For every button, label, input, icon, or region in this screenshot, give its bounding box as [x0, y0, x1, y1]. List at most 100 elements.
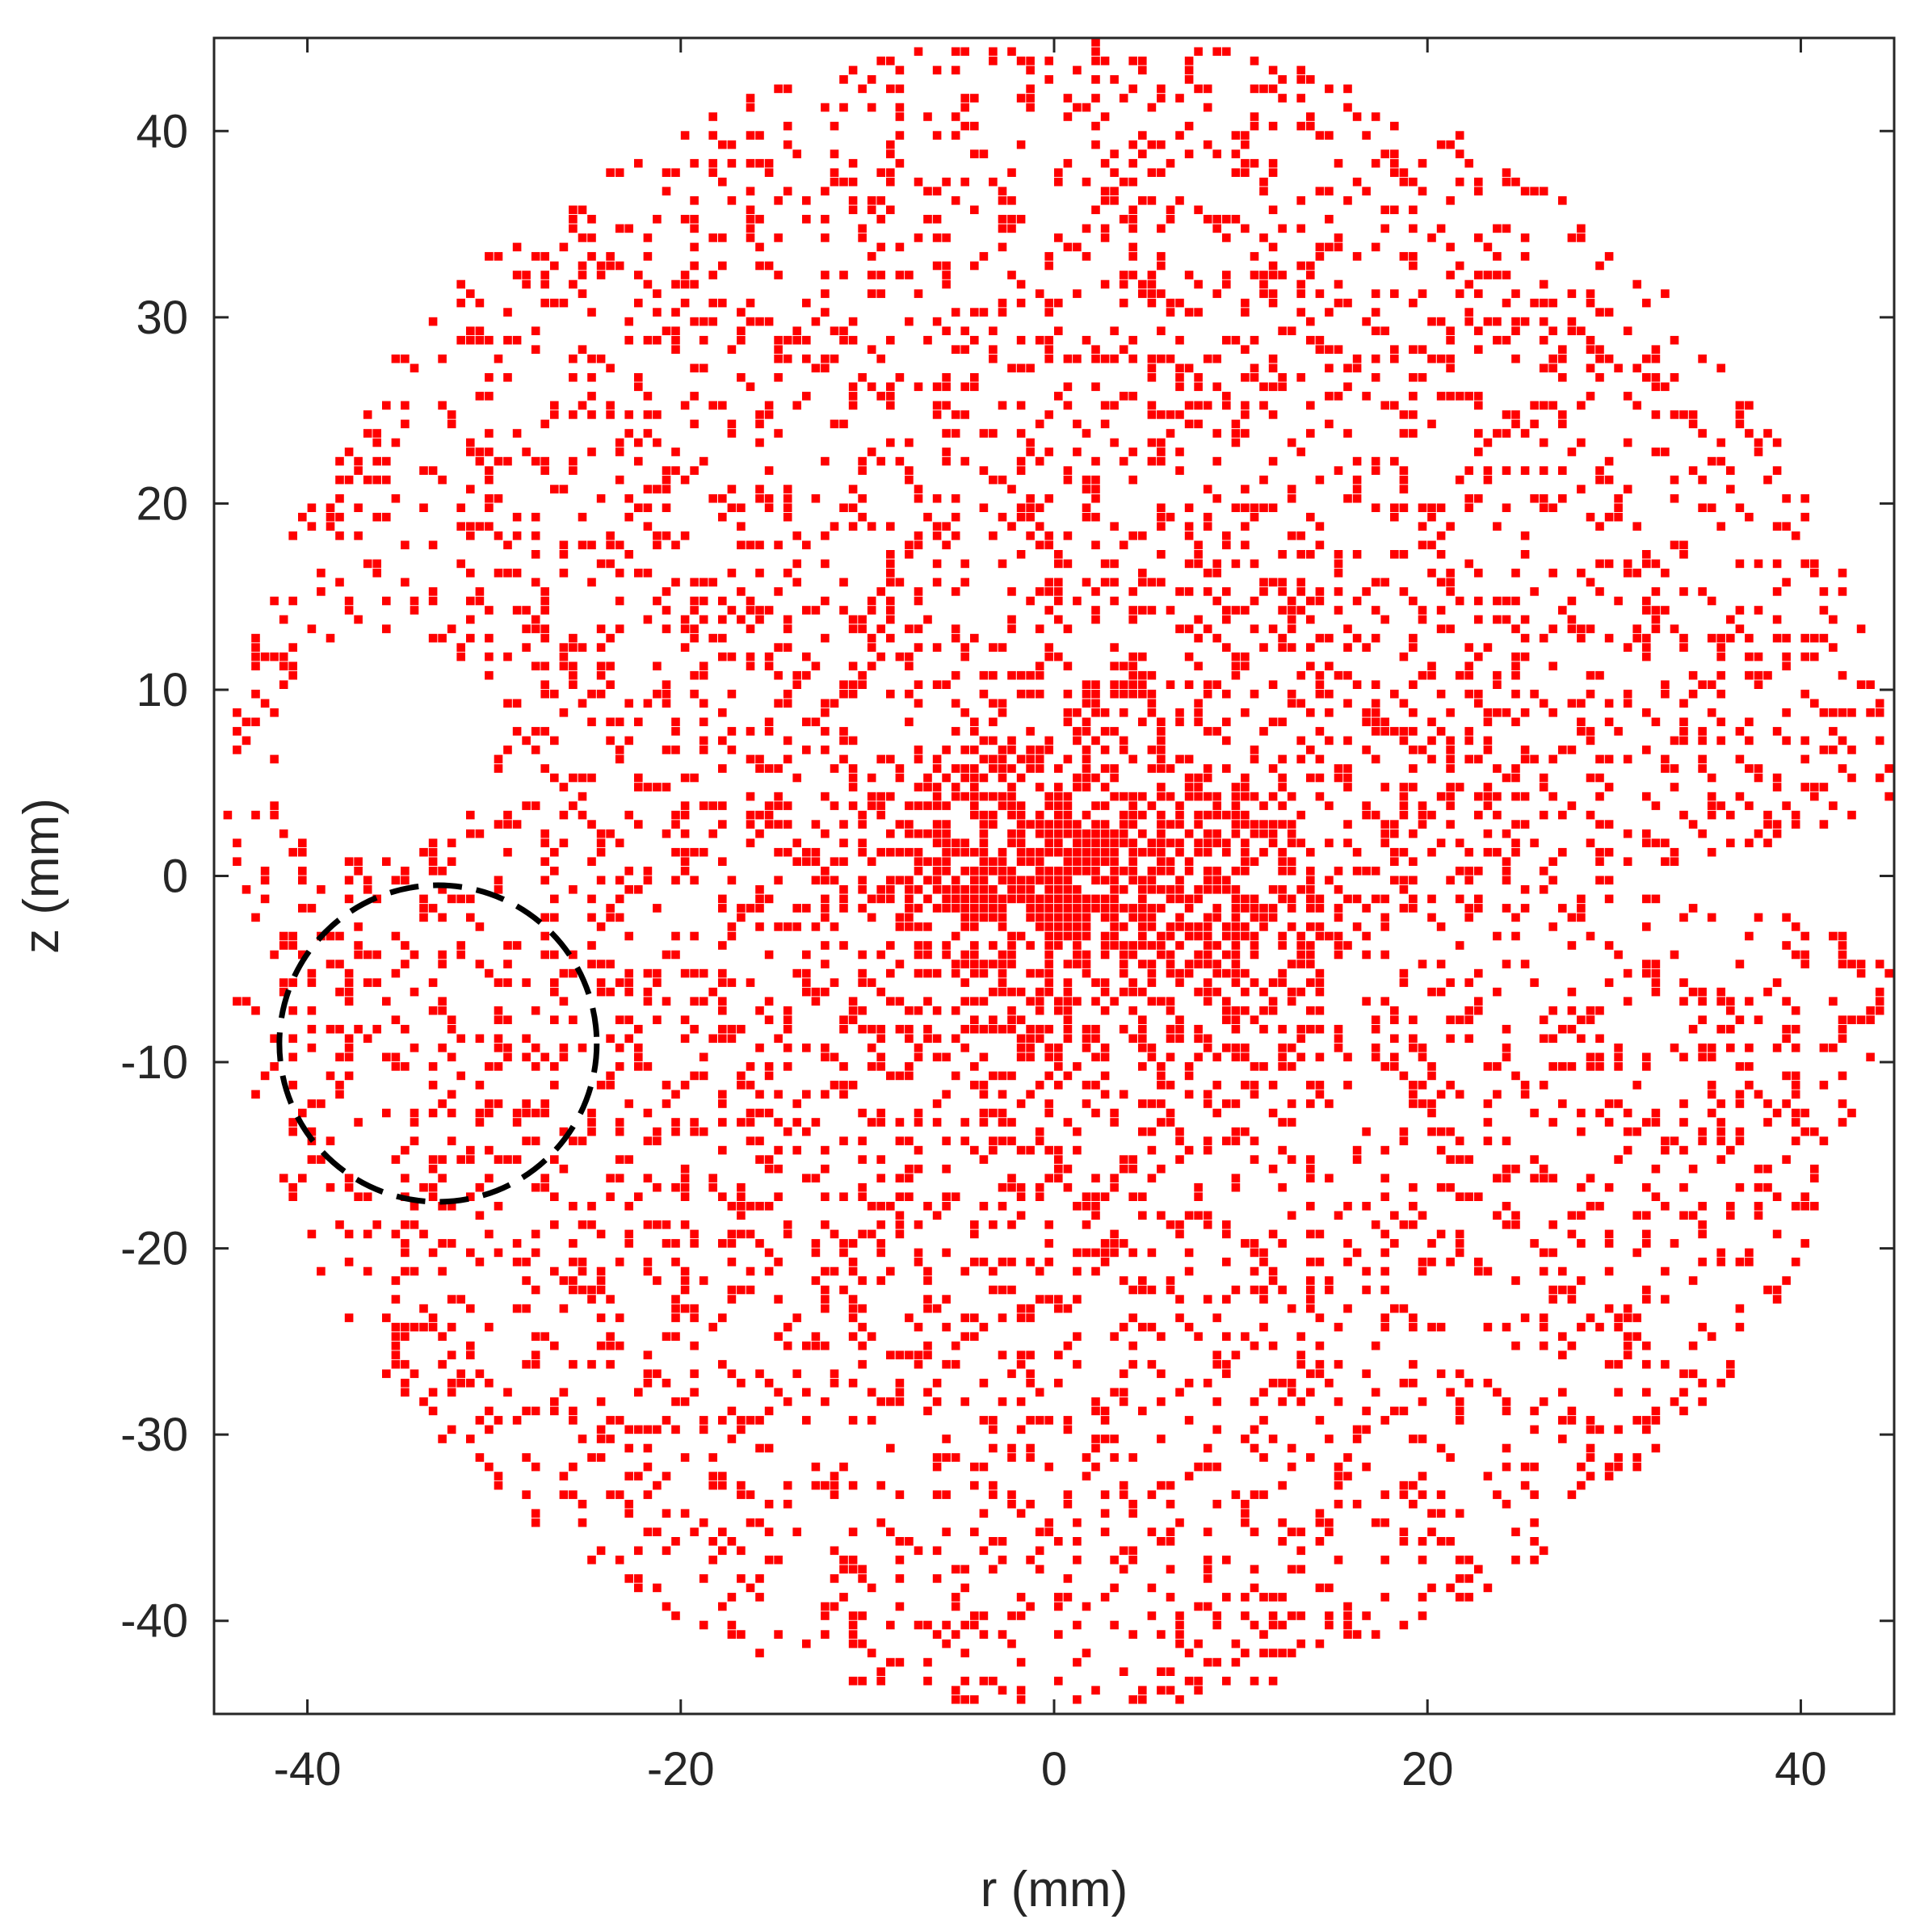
data-point: [1054, 1630, 1063, 1639]
data-point: [606, 252, 615, 261]
data-point: [1399, 429, 1409, 438]
data-point: [1352, 596, 1362, 606]
data-point: [428, 857, 438, 866]
data-point: [288, 1052, 297, 1062]
data-point: [774, 1145, 783, 1155]
data-point: [1446, 354, 1455, 363]
data-point: [1194, 987, 1203, 997]
data-point: [1026, 689, 1035, 699]
data-point: [1343, 1611, 1352, 1620]
data-point: [1222, 392, 1231, 401]
data-point: [699, 801, 708, 810]
data-point: [1119, 941, 1128, 950]
data-point: [1063, 1304, 1073, 1313]
data-point: [951, 1453, 960, 1462]
data-point: [821, 1341, 830, 1350]
data-point: [1231, 168, 1241, 177]
data-point: [662, 187, 671, 195]
data-point: [802, 354, 811, 363]
data-point: [989, 820, 998, 829]
data-point: [447, 838, 456, 847]
data-point: [932, 1453, 942, 1462]
data-point: [727, 727, 737, 736]
data-point: [1352, 494, 1362, 503]
data-point: [1651, 1108, 1661, 1118]
data-point: [447, 1379, 456, 1388]
data-point: [1016, 894, 1026, 904]
data-point: [503, 540, 512, 550]
data-point: [1651, 606, 1661, 615]
data-point: [1026, 894, 1035, 904]
data-point: [251, 689, 260, 699]
data-point: [1380, 1593, 1389, 1602]
data-point: [1082, 1099, 1091, 1108]
data-point: [1054, 1295, 1063, 1304]
data-point: [1679, 1211, 1688, 1220]
data-point: [960, 1695, 969, 1704]
data-point: [1577, 1480, 1586, 1490]
data-point: [569, 279, 578, 289]
data-point: [914, 783, 923, 792]
data-point: [1539, 494, 1548, 503]
data-point: [1474, 894, 1483, 904]
data-point: [1464, 904, 1473, 913]
data-point: [932, 783, 942, 792]
data-point: [1128, 392, 1137, 401]
data-point: [932, 131, 942, 140]
data-point: [1082, 894, 1091, 904]
data-point: [755, 1443, 764, 1453]
data-point: [979, 838, 989, 847]
data-point: [428, 540, 438, 550]
data-point: [1474, 447, 1483, 456]
data-point: [1119, 298, 1128, 308]
data-point: [848, 1527, 858, 1536]
data-point: [858, 876, 867, 885]
data-point: [1352, 112, 1362, 121]
data-point: [1184, 1211, 1194, 1220]
data-point: [653, 1369, 662, 1379]
data-point: [867, 205, 876, 215]
data-point: [428, 1108, 438, 1118]
data-point: [401, 1379, 410, 1388]
data-point: [989, 1108, 998, 1118]
data-point: [475, 1182, 485, 1192]
data-point: [1175, 894, 1184, 904]
data-point: [634, 1062, 643, 1071]
data-point: [1157, 904, 1166, 913]
data-point: [1231, 503, 1241, 512]
data-point: [821, 354, 830, 363]
data-point: [774, 233, 783, 242]
data-point: [914, 382, 923, 392]
data-point: [1044, 57, 1053, 65]
data-point: [1016, 1182, 1026, 1192]
data-point: [1455, 1136, 1464, 1145]
data-point: [662, 1220, 671, 1229]
data-point: [1157, 1397, 1166, 1406]
data-point: [1110, 187, 1119, 195]
data-point: [690, 317, 699, 326]
data-point: [1082, 810, 1091, 820]
data-point: [1558, 746, 1567, 754]
data-point: [1334, 392, 1343, 401]
data-point: [1044, 931, 1053, 941]
data-point: [1044, 308, 1053, 317]
data-point: [1203, 354, 1212, 363]
data-point: [1044, 494, 1053, 503]
data-point: [494, 1416, 503, 1425]
data-point: [1035, 670, 1044, 680]
data-point: [1259, 233, 1268, 242]
data-point: [653, 485, 662, 494]
data-point: [764, 1062, 774, 1071]
data-point: [1632, 1211, 1641, 1220]
data-point: [1259, 820, 1268, 829]
data-point: [512, 335, 522, 345]
data-point: [942, 1192, 951, 1201]
data-point: [960, 94, 969, 103]
data-point: [1604, 475, 1614, 485]
data-point: [1306, 876, 1315, 885]
data-point: [1586, 838, 1595, 847]
data-point: [764, 820, 774, 829]
data-point: [1642, 633, 1651, 643]
data-point: [1296, 289, 1305, 298]
data-point: [1334, 242, 1343, 252]
